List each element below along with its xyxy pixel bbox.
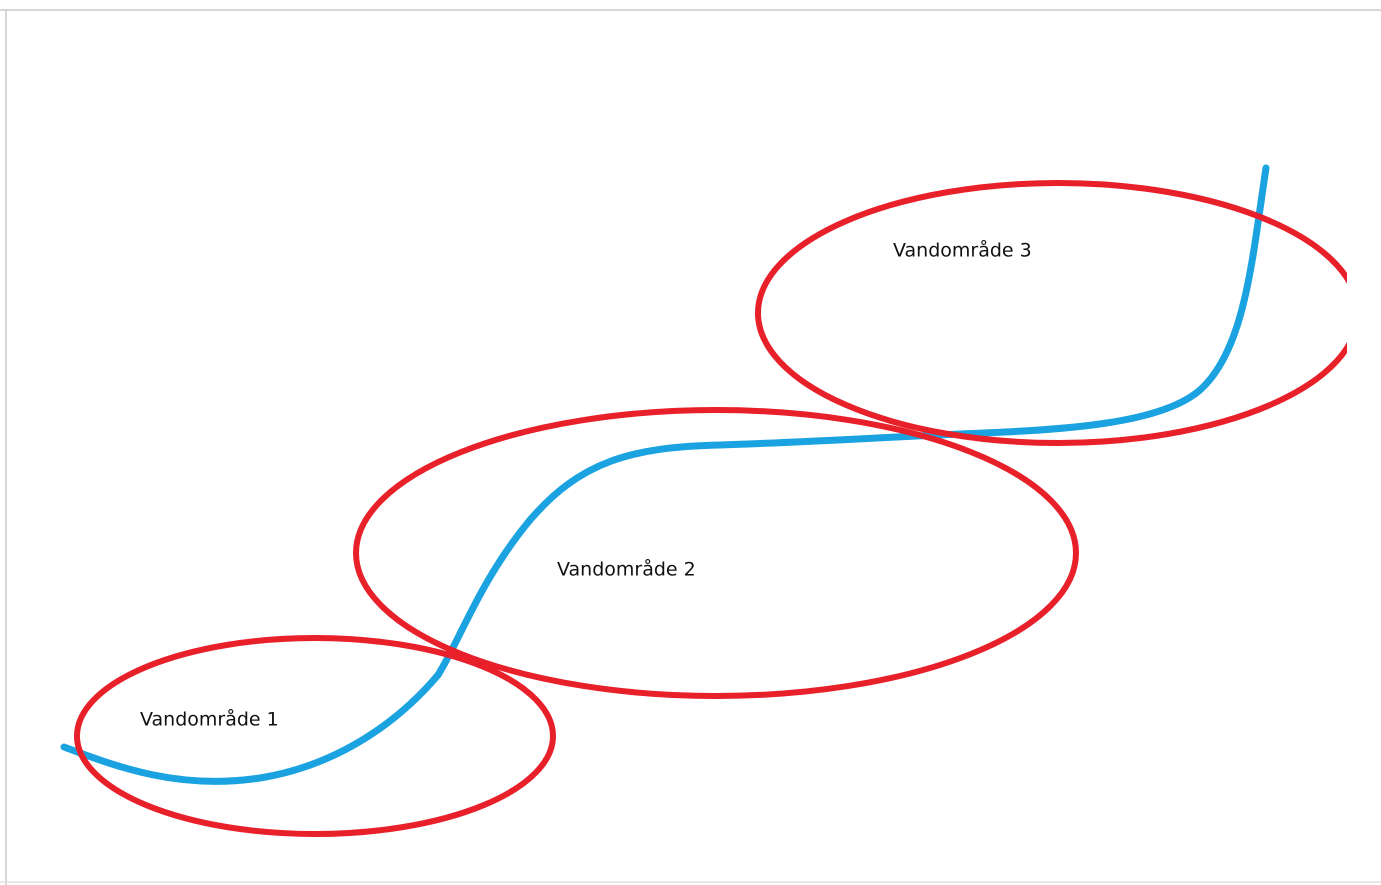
region-label: Vandområde 3 xyxy=(893,239,1032,262)
curve xyxy=(60,164,1270,785)
clip-mask xyxy=(1347,180,1381,460)
region-ellipse xyxy=(74,635,556,837)
region-label: Vandområde 1 xyxy=(140,708,279,731)
region-ellipse xyxy=(353,407,1079,699)
region-label: Vandområde 2 xyxy=(557,558,696,581)
